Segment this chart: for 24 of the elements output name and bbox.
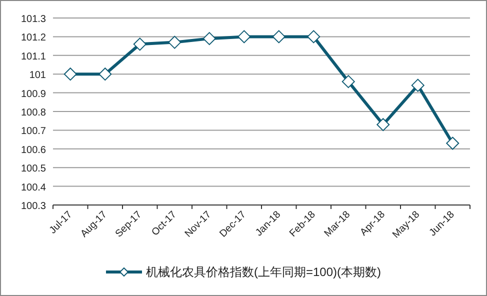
y-tick-label: 100.7 (20, 126, 46, 138)
y-tick-label: 100.8 (20, 108, 46, 118)
point (98, 68, 112, 81)
point (376, 118, 390, 132)
legend: 机械化农具价格指数(上年同期=100)(本期数) (106, 265, 381, 279)
point (202, 32, 216, 46)
y-tick-label: 100.3 (20, 201, 46, 212)
y-tick-label: 101.2 (20, 32, 46, 44)
point (238, 30, 251, 44)
y-tick-label: 100.6 (20, 144, 46, 156)
point (168, 36, 182, 49)
point (307, 30, 320, 44)
point (133, 38, 146, 51)
point (64, 68, 77, 81)
point (446, 136, 460, 150)
point (272, 30, 286, 44)
y-tick-label: 101.1 (20, 51, 46, 62)
point (342, 75, 355, 88)
point (411, 78, 424, 92)
y-tick-label: 100.4 (20, 182, 46, 194)
y-tick-label: 100.5 (20, 164, 46, 175)
y-tick-label: 101.3 (20, 14, 46, 25)
y-tick-label: 100.9 (20, 88, 46, 100)
y-tick-label: 101 (29, 70, 46, 82)
